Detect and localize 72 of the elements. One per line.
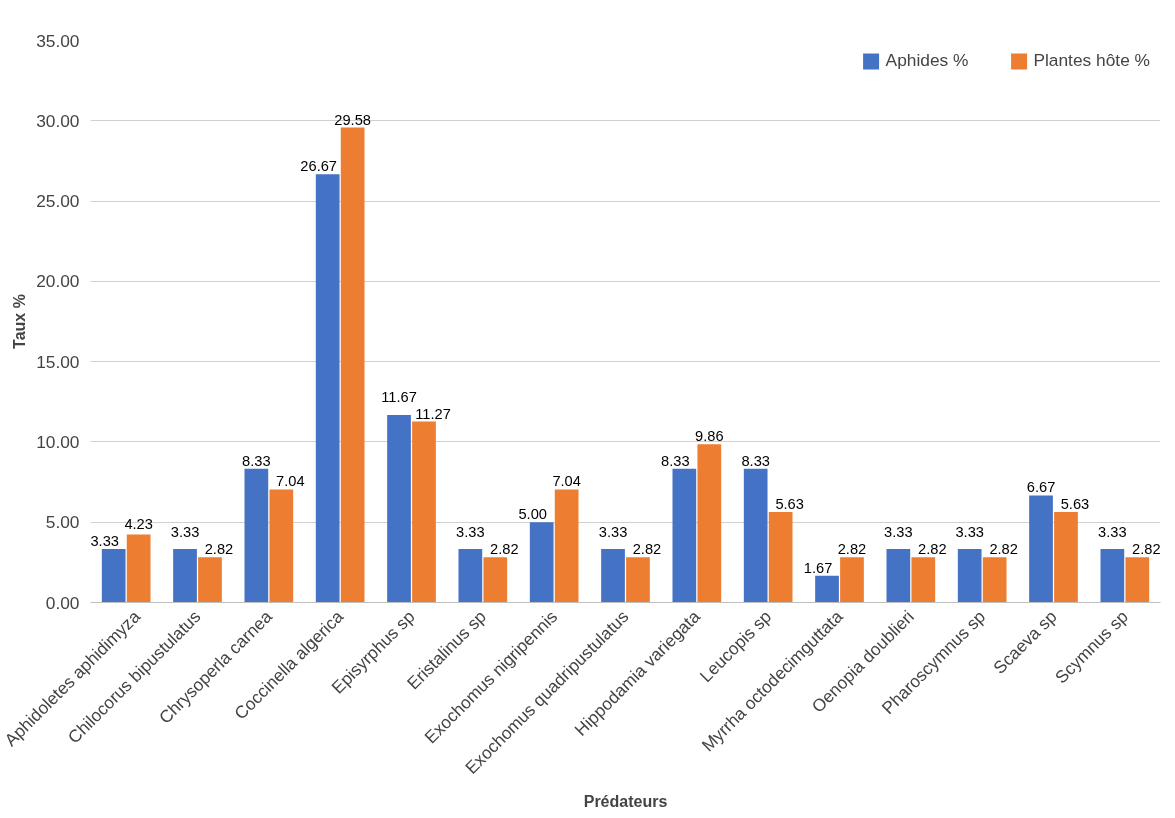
y-tick-label: 15.00 [36, 351, 80, 372]
legend-label: Plantes hôte % [1033, 50, 1150, 71]
bar [1125, 557, 1150, 603]
y-axis-title: Taux % [11, 294, 29, 349]
y-tick-label: 20.00 [36, 271, 80, 292]
bar [244, 468, 269, 603]
data-label: 1.67 [803, 559, 833, 576]
data-label: 3.33 [1098, 524, 1127, 541]
data-label: 7.04 [276, 473, 305, 490]
y-tick-label: 25.00 [36, 191, 80, 212]
y-tick-label: 35.00 [36, 30, 80, 51]
bar [911, 557, 936, 603]
bar [957, 549, 982, 603]
bar [529, 522, 554, 603]
y-tick-label: 5.00 [45, 512, 80, 533]
bar [840, 557, 864, 603]
bar [601, 549, 625, 603]
bar [554, 489, 579, 603]
data-label: 2.82 [989, 541, 1018, 558]
data-label: 5.63 [1060, 496, 1090, 513]
data-label: 26.67 [300, 158, 338, 175]
bar [198, 557, 222, 603]
data-label: 3.33 [170, 524, 200, 541]
bar [315, 174, 340, 603]
bar [173, 549, 197, 603]
data-label: 2.82 [918, 541, 947, 558]
bar [982, 557, 1007, 603]
data-label: 5.63 [775, 496, 804, 513]
data-label: 3.33 [456, 524, 485, 541]
y-tick-label: 30.00 [36, 110, 80, 131]
data-label: 2.82 [490, 541, 519, 558]
data-label: 5.00 [518, 506, 547, 523]
data-label: 2.82 [837, 541, 867, 558]
bar [743, 468, 768, 603]
data-label: 6.67 [1026, 479, 1056, 496]
data-label: 2.82 [204, 541, 234, 558]
data-label: 8.33 [661, 452, 690, 469]
data-label: 11.27 [415, 405, 451, 422]
bar [626, 557, 650, 603]
bar [412, 421, 436, 603]
data-label: 11.67 [381, 388, 417, 405]
data-label: 29.58 [334, 111, 371, 128]
data-label: 4.23 [124, 515, 153, 532]
data-label: 3.33 [955, 524, 984, 541]
y-tick-label: 10.00 [36, 431, 80, 452]
bar [1054, 512, 1078, 603]
x-axis-title: Prédateurs [583, 792, 668, 810]
data-label: 8.33 [242, 452, 271, 469]
bar [269, 489, 294, 603]
bar [815, 575, 839, 603]
data-label: 9.86 [695, 428, 724, 445]
bar [697, 444, 722, 603]
bar [1100, 549, 1125, 603]
data-label: 3.33 [90, 533, 119, 550]
bar [340, 127, 365, 603]
bar [387, 415, 411, 603]
bar [672, 468, 697, 603]
bar [1029, 495, 1053, 603]
legend-label: Aphides % [885, 50, 969, 71]
data-label: 2.82 [1132, 541, 1161, 558]
bar [101, 549, 126, 603]
data-label: 8.33 [741, 452, 770, 469]
data-label: 7.04 [552, 473, 581, 490]
bar [768, 512, 793, 603]
data-label: 3.33 [598, 524, 628, 541]
data-label: 2.82 [632, 541, 662, 558]
bar [886, 549, 911, 603]
y-tick-label: 0.00 [45, 592, 80, 613]
bar [483, 557, 508, 603]
data-label: 3.33 [884, 524, 913, 541]
bar [126, 534, 151, 603]
bar [458, 549, 483, 603]
